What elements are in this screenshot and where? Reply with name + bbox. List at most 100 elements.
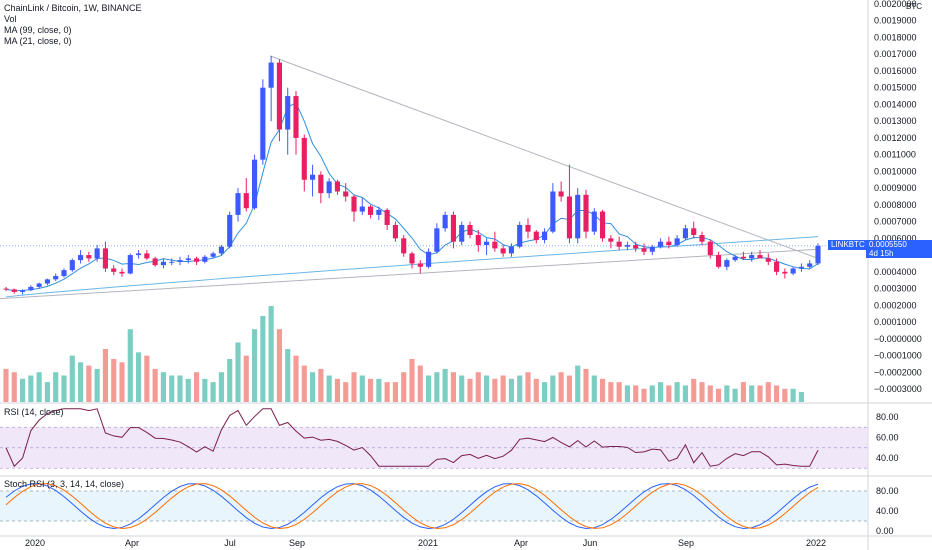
volume-bar: [442, 368, 448, 402]
symbol-title[interactable]: ChainLink / Bitcoin, 1W, BINANCE: [4, 3, 142, 13]
volume-bar: [268, 306, 274, 402]
candle-body: [417, 263, 423, 267]
candle-body: [649, 246, 655, 252]
volume-bar: [774, 385, 780, 402]
candle-body: [716, 255, 722, 267]
price-axis-label: 0.0015000: [874, 83, 917, 93]
candle-body: [724, 260, 730, 267]
stoch-k-line: [5, 483, 819, 529]
volume-bar: [169, 375, 175, 402]
volume-bar: [351, 372, 357, 402]
candle-body: [450, 214, 456, 242]
volume-bar: [343, 382, 349, 402]
volume-bar: [102, 349, 108, 402]
volume-bar: [409, 358, 415, 402]
volume-bar: [3, 368, 9, 402]
volume-bar: [666, 385, 672, 402]
candle-body: [218, 246, 224, 254]
candle-body: [177, 260, 183, 262]
candle-body: [492, 241, 498, 249]
volume-bar: [392, 382, 398, 402]
volume-bar: [707, 385, 713, 402]
candle-body: [127, 255, 133, 274]
volume-bar: [765, 382, 771, 402]
volume-bar: [724, 385, 730, 402]
price-axis-label: 0.0016000: [874, 66, 917, 76]
candle-body: [401, 238, 407, 254]
volume-bar: [194, 372, 200, 402]
volume-bar: [78, 362, 84, 402]
last-price-tag: 0.0005550 4d 15h: [866, 240, 932, 258]
volume-bar: [624, 385, 630, 402]
ma99-label: MA (99, close, 0): [4, 25, 72, 35]
volume-bar: [508, 378, 514, 402]
candle-body: [815, 245, 821, 264]
candle-body: [409, 253, 415, 264]
candle-body: [542, 231, 548, 241]
candle-body: [252, 159, 258, 209]
volume-bar: [674, 382, 680, 402]
time-axis-label: 2022: [806, 538, 826, 548]
volume-bar: [591, 375, 597, 402]
volume-bar: [36, 372, 42, 402]
volume-bar: [401, 372, 407, 402]
stoch-axis-label: 40.00: [876, 506, 899, 516]
volume-bar: [384, 382, 390, 402]
candle-body: [227, 214, 233, 247]
candle-body: [500, 248, 506, 254]
volume-bar: [152, 368, 158, 402]
candle-body: [243, 193, 249, 209]
ma21-label: MA (21, close, 0): [4, 36, 72, 46]
volume-bar: [301, 365, 307, 402]
candle-body: [285, 96, 291, 130]
candle-body: [550, 191, 556, 232]
price-axis-label: −0.0002000: [874, 367, 922, 377]
volume-bar: [252, 329, 258, 402]
volume-bar: [525, 372, 531, 402]
volume-bar: [11, 372, 17, 402]
volume-label: Vol: [4, 14, 17, 24]
candle-body: [591, 211, 597, 232]
volume-bar: [749, 385, 755, 402]
candle-body: [318, 174, 324, 194]
volume-bar: [243, 355, 249, 402]
candle-body: [3, 288, 9, 290]
price-axis-label: 0.0008000: [874, 200, 917, 210]
candle-body: [807, 263, 813, 267]
candle-body: [566, 196, 572, 239]
rsi-axis-label: 80.00: [876, 412, 899, 422]
price-axis-label: 0.0001000: [874, 317, 917, 327]
volume-bar: [318, 368, 324, 402]
rsi-title: RSI (14, close): [4, 407, 64, 417]
candle-body: [426, 251, 432, 267]
candle-body: [575, 194, 581, 239]
volume-bar: [61, 375, 67, 402]
volume-bar: [583, 368, 589, 402]
volume-bar: [691, 378, 697, 402]
rsi-axis-label: 60.00: [876, 433, 899, 443]
volume-bar: [376, 378, 382, 402]
candle-body: [774, 261, 780, 272]
candle-body: [508, 246, 514, 254]
candle-body: [20, 290, 26, 292]
volume-bar: [276, 329, 282, 402]
volume-bar: [699, 382, 705, 402]
volume-bar: [757, 385, 763, 402]
candle-body: [608, 238, 614, 242]
volume-bar: [682, 385, 688, 402]
candle-body: [600, 211, 606, 239]
volume-bar: [119, 362, 125, 402]
stoch-rsi-title: Stoch RSI (3, 3, 14, 14, close): [4, 479, 125, 489]
time-axis-label: Apr: [514, 538, 528, 548]
rsi-line: [5, 408, 819, 468]
candle-body: [624, 245, 630, 247]
volume-bar: [633, 385, 639, 402]
candle-body: [86, 255, 92, 259]
candle-body: [517, 224, 523, 247]
candle-body: [442, 214, 448, 229]
volume-bar: [417, 365, 423, 402]
volume-bar: [160, 372, 166, 402]
time-axis-label: 2021: [418, 538, 438, 548]
candle-body: [293, 96, 299, 138]
